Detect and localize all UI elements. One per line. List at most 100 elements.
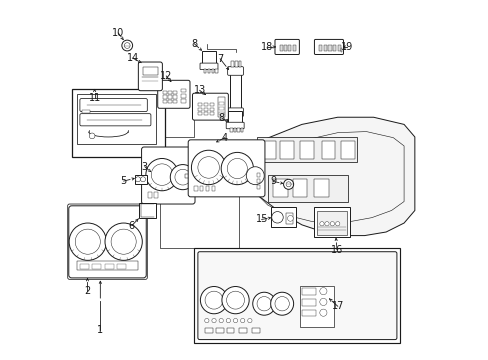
Circle shape [219, 319, 223, 323]
Text: 14: 14 [126, 53, 139, 63]
Text: 1: 1 [97, 325, 103, 334]
Bar [168, 100, 172, 103]
Circle shape [240, 319, 244, 323]
Text: 10: 10 [112, 28, 124, 38]
Bar [215, 69, 217, 73]
Bar [205, 186, 209, 192]
Bar [207, 69, 210, 73]
Text: 16: 16 [330, 244, 343, 255]
Bar [210, 103, 214, 106]
Bar [204, 328, 212, 333]
Circle shape [124, 42, 130, 48]
Bar [231, 60, 233, 67]
Text: 9: 9 [269, 176, 276, 186]
Bar [173, 91, 177, 94]
Text: 8: 8 [191, 39, 197, 49]
Circle shape [227, 158, 247, 179]
Bar [211, 186, 215, 192]
Bar [154, 192, 158, 198]
Bar [314, 179, 328, 197]
Circle shape [329, 222, 334, 226]
FancyBboxPatch shape [188, 140, 264, 197]
Text: 4: 4 [221, 133, 227, 143]
Bar [203, 69, 206, 73]
Bar [230, 72, 241, 114]
Text: 5: 5 [120, 176, 126, 186]
Bar [104, 264, 113, 269]
Bar [251, 328, 259, 333]
Circle shape [204, 319, 208, 323]
Bar [80, 264, 88, 269]
Bar [135, 175, 147, 184]
Circle shape [69, 223, 106, 260]
Bar [257, 137, 357, 162]
Bar [341, 140, 354, 159]
Bar [180, 99, 185, 103]
FancyBboxPatch shape [192, 93, 228, 120]
Bar [257, 173, 260, 177]
Bar [231, 116, 233, 123]
Bar [210, 112, 214, 116]
Circle shape [274, 297, 289, 311]
Circle shape [191, 150, 225, 185]
Bar [173, 100, 177, 103]
Bar [198, 108, 202, 111]
Circle shape [198, 157, 219, 178]
Bar [217, 97, 225, 117]
Bar [340, 48, 342, 51]
Text: 18: 18 [261, 42, 273, 52]
Circle shape [221, 152, 253, 185]
FancyBboxPatch shape [227, 108, 243, 117]
Bar [185, 174, 191, 178]
Circle shape [175, 169, 190, 185]
Text: 7: 7 [217, 54, 223, 64]
Circle shape [111, 229, 136, 254]
Bar [163, 100, 166, 103]
Bar [337, 45, 340, 51]
Bar [198, 112, 202, 116]
Circle shape [247, 319, 251, 323]
Bar [226, 328, 234, 333]
FancyBboxPatch shape [198, 252, 396, 339]
Bar [267, 175, 348, 202]
Bar [198, 103, 202, 106]
Bar [148, 192, 152, 198]
Text: 2: 2 [84, 286, 90, 296]
Bar [280, 140, 293, 159]
Circle shape [151, 164, 172, 185]
Circle shape [319, 298, 326, 306]
Bar [287, 45, 291, 51]
Circle shape [246, 167, 264, 185]
Circle shape [319, 222, 324, 226]
Text: 13: 13 [193, 85, 205, 95]
Text: 8: 8 [219, 113, 224, 123]
Bar [301, 299, 315, 306]
Bar [257, 179, 260, 183]
FancyBboxPatch shape [80, 99, 147, 112]
Bar [77, 94, 155, 144]
Bar [218, 107, 224, 110]
Bar [194, 248, 400, 343]
Bar [72, 89, 164, 157]
Bar [210, 108, 214, 111]
Bar [117, 264, 126, 269]
Text: 12: 12 [160, 71, 172, 81]
Bar [218, 102, 224, 105]
Circle shape [75, 229, 100, 254]
Text: 3: 3 [142, 162, 147, 172]
Bar [203, 108, 208, 111]
Bar [139, 203, 156, 218]
Bar [238, 60, 241, 67]
Circle shape [287, 216, 293, 221]
Bar [230, 128, 232, 132]
Bar [300, 286, 333, 327]
Bar [168, 91, 172, 94]
Circle shape [135, 177, 140, 182]
Polygon shape [235, 117, 414, 235]
Circle shape [105, 223, 142, 260]
Bar [273, 179, 287, 197]
Circle shape [204, 291, 223, 309]
Bar [237, 128, 239, 132]
Bar [163, 95, 166, 99]
FancyBboxPatch shape [314, 40, 343, 54]
